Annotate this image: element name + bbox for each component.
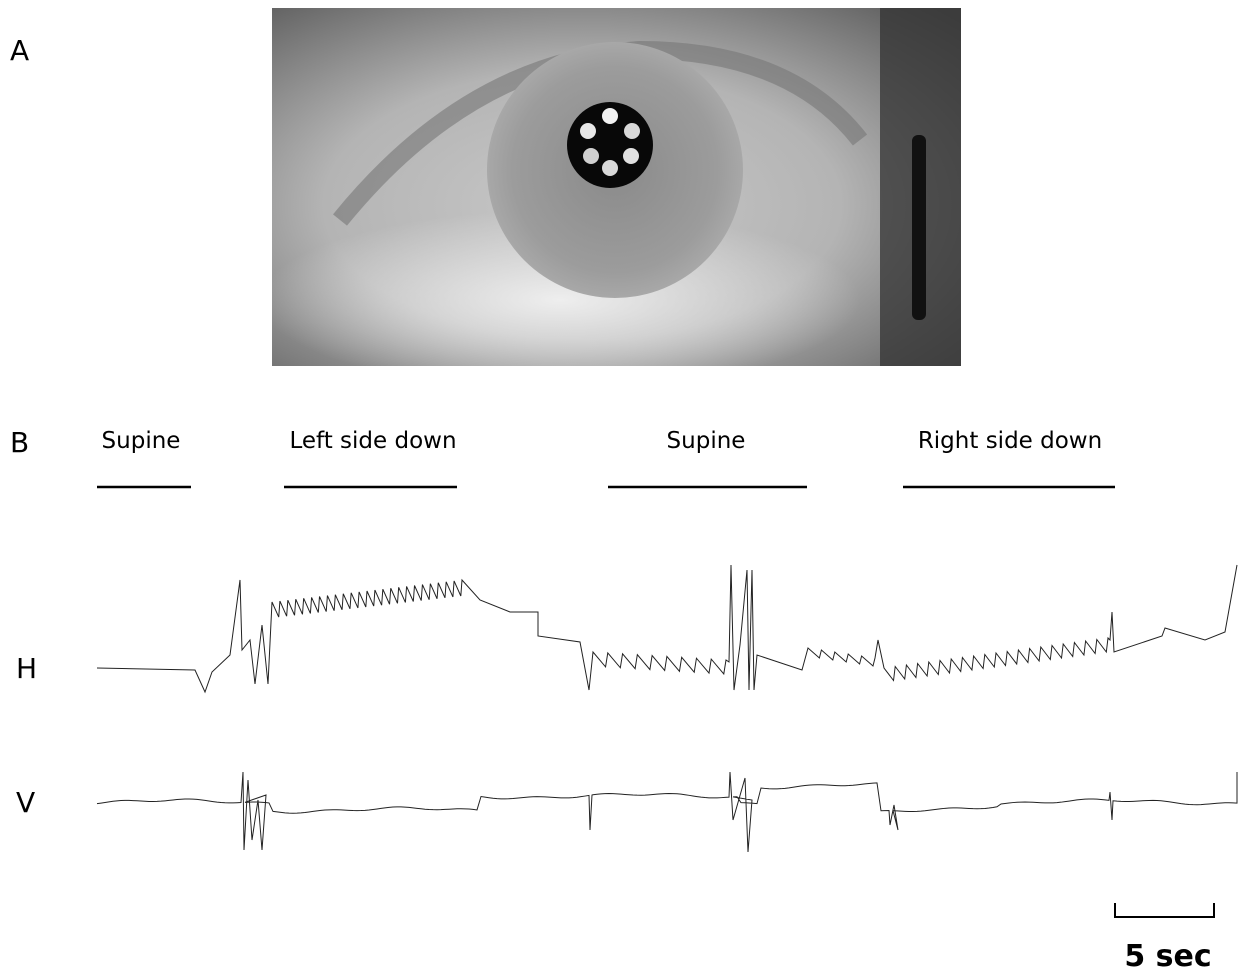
figure: A B Supine Left side down Supine Right s…: [0, 0, 1240, 971]
panel-label: A: [10, 34, 29, 67]
scale-bar: [1115, 903, 1214, 917]
trace-label: H: [16, 652, 37, 685]
position-label: Right side down: [918, 428, 1102, 454]
v-trace: [97, 772, 1237, 852]
trace-label: V: [16, 786, 35, 819]
position-label: Left side down: [289, 428, 456, 454]
h-trace: [97, 565, 1237, 692]
position-label: Supine: [667, 428, 746, 454]
eye-image: [260, 8, 961, 390]
panel-label: B: [10, 426, 29, 459]
position-label: Supine: [102, 428, 181, 454]
scale-bar-label: 5 sec: [1124, 939, 1211, 971]
